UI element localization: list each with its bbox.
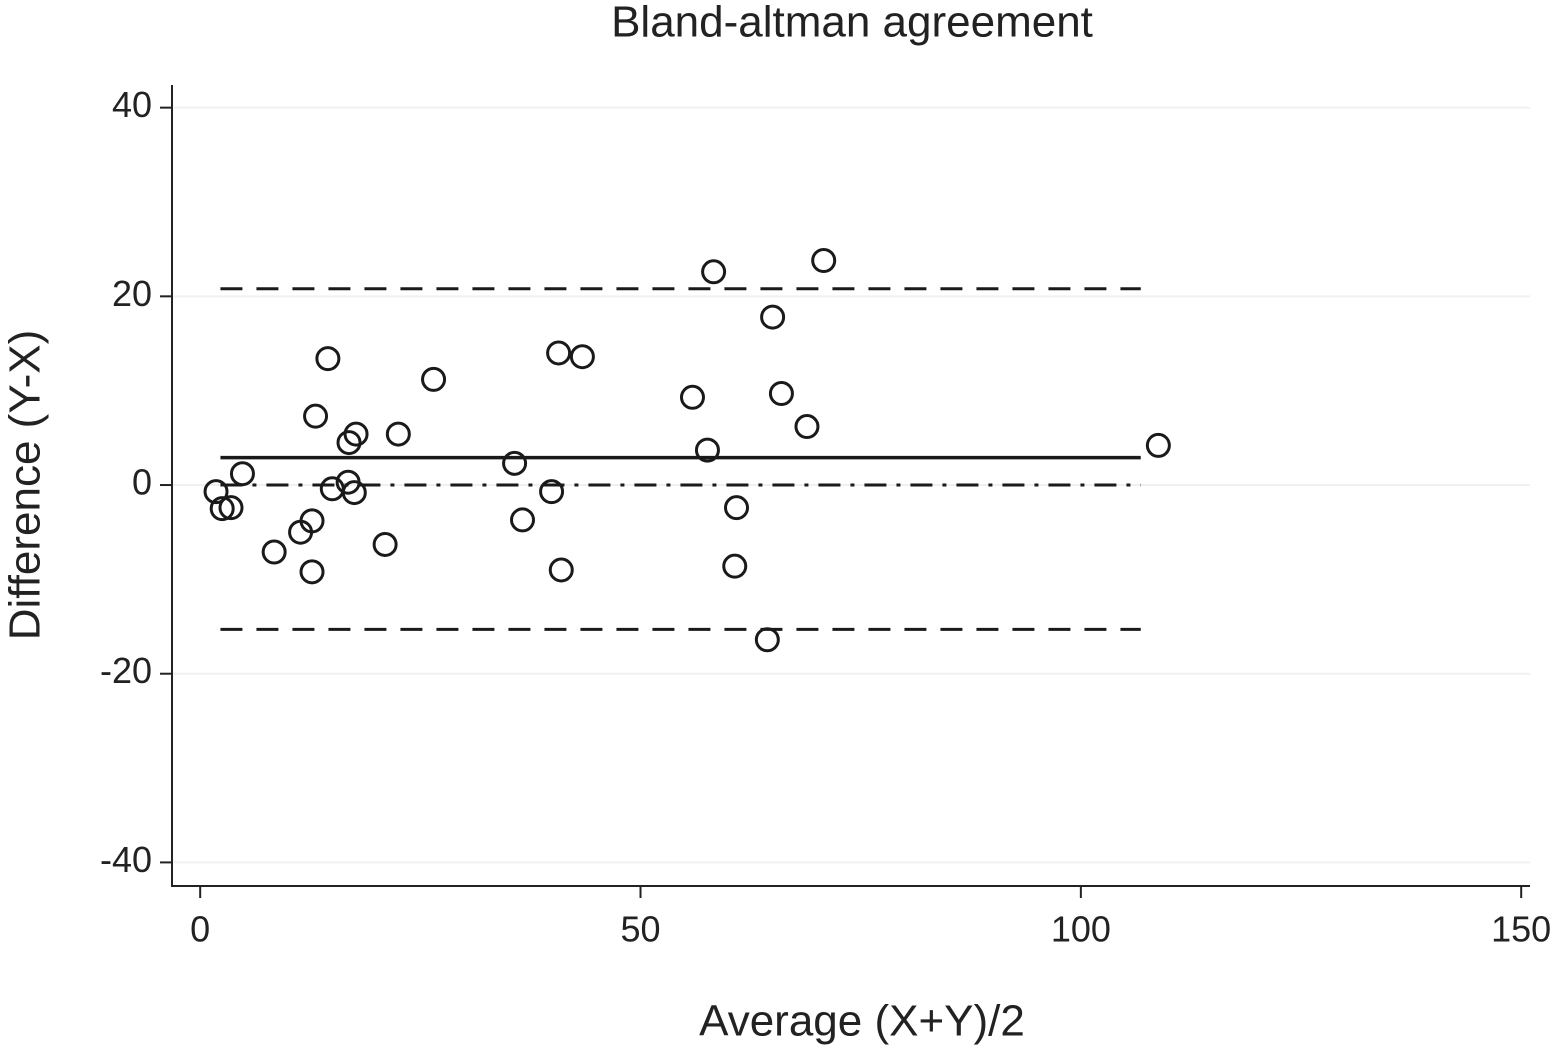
point <box>701 259 727 285</box>
point <box>794 414 820 440</box>
point <box>315 346 341 372</box>
point <box>372 531 398 557</box>
y-axis-title: Difference (Y-X) <box>1 330 50 641</box>
point <box>754 627 780 653</box>
y-tick-label: 40 <box>112 84 152 125</box>
point <box>569 344 595 370</box>
point <box>343 421 369 447</box>
point <box>768 381 794 407</box>
point <box>539 479 565 505</box>
point <box>299 559 325 585</box>
point <box>724 495 750 521</box>
point <box>1145 432 1171 458</box>
point <box>336 430 362 456</box>
point <box>261 539 287 565</box>
point <box>385 421 411 447</box>
x-tick-label: 50 <box>620 909 660 950</box>
x-tick-label: 150 <box>1491 909 1551 950</box>
point <box>209 496 235 522</box>
point <box>722 553 748 579</box>
y-tick-label: 0 <box>132 462 152 503</box>
point <box>760 304 786 330</box>
x-tick-label: 0 <box>190 909 210 950</box>
point <box>694 437 720 463</box>
x-axis-title: Average (X+Y)/2 <box>699 997 1025 1046</box>
point <box>546 340 572 366</box>
point <box>502 450 528 476</box>
y-tick-label: -40 <box>100 839 152 880</box>
chart-title: Bland-altman agreement <box>611 0 1093 47</box>
y-tick-label: 20 <box>112 273 152 314</box>
point <box>218 495 244 521</box>
point <box>811 247 837 273</box>
point <box>421 366 447 392</box>
point <box>303 403 329 429</box>
point <box>203 479 229 505</box>
x-tick-label: 100 <box>1051 909 1111 950</box>
point <box>510 507 536 533</box>
y-tick-label: -20 <box>100 650 152 691</box>
point <box>229 461 255 487</box>
point <box>341 480 367 506</box>
point <box>679 384 705 410</box>
point <box>548 557 574 583</box>
point <box>299 508 325 534</box>
